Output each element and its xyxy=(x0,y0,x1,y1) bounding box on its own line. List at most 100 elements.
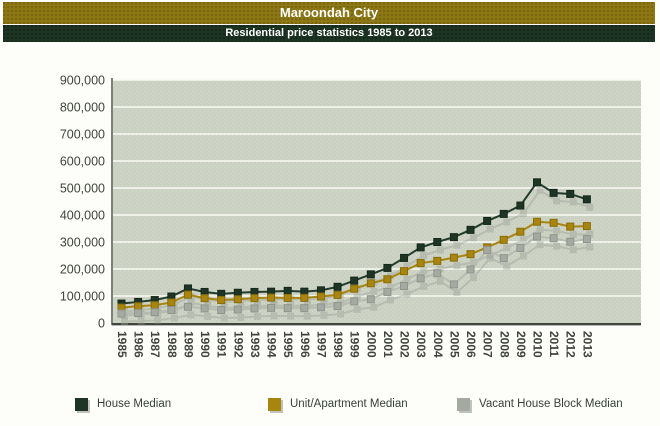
house-median-swatch xyxy=(75,397,88,411)
legend-item-house-median: House Median xyxy=(75,396,171,412)
title-bar: Maroondah City xyxy=(3,2,655,24)
series-marker xyxy=(267,293,276,302)
x-axis-year-label: 2002 xyxy=(398,331,412,358)
series-unit-apartment-median xyxy=(117,217,591,312)
series-marker xyxy=(533,232,541,241)
x-axis-year-label: 1991 xyxy=(215,331,229,358)
series-marker xyxy=(250,304,259,313)
series-marker xyxy=(300,293,309,302)
legend-label: Vacant House Block Median xyxy=(479,398,623,410)
series-marker xyxy=(316,292,325,301)
series-marker xyxy=(400,267,409,276)
series-marker xyxy=(350,297,359,306)
subtitle-bar: Residential price statistics 1985 to 201… xyxy=(3,25,655,42)
series-marker xyxy=(333,282,342,291)
chart-svg: 0 100,000 200,000 300,000 400,000 500,000 600,… xyxy=(60,74,641,358)
series-marker xyxy=(183,290,192,299)
series-marker xyxy=(466,250,475,259)
x-axis-year-label: 2000 xyxy=(364,331,378,358)
series-marker xyxy=(217,296,226,305)
x-axis-year-label: 2011 xyxy=(547,331,561,357)
x-axis-year-label: 1995 xyxy=(281,331,295,358)
series-marker xyxy=(416,259,425,268)
series-marker xyxy=(316,303,325,312)
legend-label: House Median xyxy=(97,398,172,410)
x-axis-year-label: 2008 xyxy=(497,331,511,358)
series-marker xyxy=(449,233,458,242)
y-axis-tick-label: 300,000 xyxy=(60,236,105,250)
series-marker xyxy=(499,209,508,218)
series-vacant-house-block-median xyxy=(117,232,591,318)
series-marker xyxy=(516,201,525,210)
x-axis-year-label: 1986 xyxy=(132,331,146,358)
series-marker xyxy=(582,222,591,231)
vacant-median-swatch xyxy=(457,397,470,411)
series-marker xyxy=(233,288,242,297)
series-marker xyxy=(400,282,409,291)
series-marker xyxy=(499,235,508,244)
x-axis-year-label: 1993 xyxy=(248,331,262,358)
series-marker xyxy=(566,189,575,198)
series-marker xyxy=(383,263,392,272)
series-marker xyxy=(533,178,541,187)
series-marker xyxy=(283,293,292,302)
x-axis-year-label: 2004 xyxy=(431,331,445,358)
series-marker xyxy=(233,305,242,314)
legend-item-unit-median: Unit/Apartment Median xyxy=(268,396,408,412)
y-axis-tick-label: 200,000 xyxy=(60,263,105,277)
y-axis-tick-label: 900,000 xyxy=(60,74,105,88)
x-axis-year-label: 1999 xyxy=(348,331,362,358)
series-marker xyxy=(366,270,375,279)
legend-label: Unit/Apartment Median xyxy=(290,398,408,410)
series-marker xyxy=(433,256,442,265)
series-marker xyxy=(350,284,359,293)
series-marker xyxy=(433,238,442,246)
series-marker xyxy=(466,225,475,234)
series-marker xyxy=(383,275,392,284)
series-marker xyxy=(350,276,359,285)
series-marker xyxy=(383,287,392,296)
series-marker xyxy=(283,286,292,295)
series-marker xyxy=(483,246,492,255)
series-marker xyxy=(333,301,342,310)
series-marker xyxy=(167,306,176,315)
series-marker xyxy=(549,234,558,243)
series-marker xyxy=(582,235,591,244)
series-marker xyxy=(516,227,525,236)
series-marker xyxy=(167,298,176,307)
series-marker xyxy=(217,306,226,315)
x-axis-year-label: 2003 xyxy=(414,331,428,358)
unit-median-swatch xyxy=(268,397,281,411)
x-axis-year-label: 2009 xyxy=(514,331,528,358)
legend-item-vacant-median: Vacant House Block Median xyxy=(457,396,623,412)
x-axis-year-label: 1989 xyxy=(181,331,195,358)
y-axis-tick-label: 400,000 xyxy=(60,209,105,223)
series-marker xyxy=(267,303,276,312)
series-marker xyxy=(516,243,525,252)
x-axis-year-label: 1996 xyxy=(298,331,312,358)
series-marker xyxy=(283,304,292,313)
series-marker xyxy=(117,309,126,318)
x-axis-year-label: 1990 xyxy=(198,331,212,358)
y-axis-tick-label: 0 xyxy=(98,317,105,331)
series-marker xyxy=(533,217,541,226)
series-marker xyxy=(134,309,143,318)
series-marker xyxy=(549,218,558,227)
x-axis-year-label: 1992 xyxy=(231,331,245,358)
y-axis-tick-label: 500,000 xyxy=(60,182,105,196)
series-marker xyxy=(416,243,425,252)
y-axis-tick-label: 100,000 xyxy=(60,290,105,304)
series-marker xyxy=(134,302,143,311)
series-marker xyxy=(449,280,458,289)
x-axis-year-label: 1985 xyxy=(115,331,129,358)
x-axis-year-label: 1988 xyxy=(165,331,179,358)
x-axis-year-label: 2012 xyxy=(564,331,578,358)
x-axis-year-label: 2005 xyxy=(447,331,461,358)
x-axis-year-label: 1997 xyxy=(314,331,328,358)
x-axis-year-label: 1994 xyxy=(265,331,279,358)
series-marker xyxy=(233,295,242,304)
y-axis-tick-label: 600,000 xyxy=(60,155,105,169)
x-axis-year-label: 2006 xyxy=(464,331,478,358)
series-marker xyxy=(183,302,192,311)
